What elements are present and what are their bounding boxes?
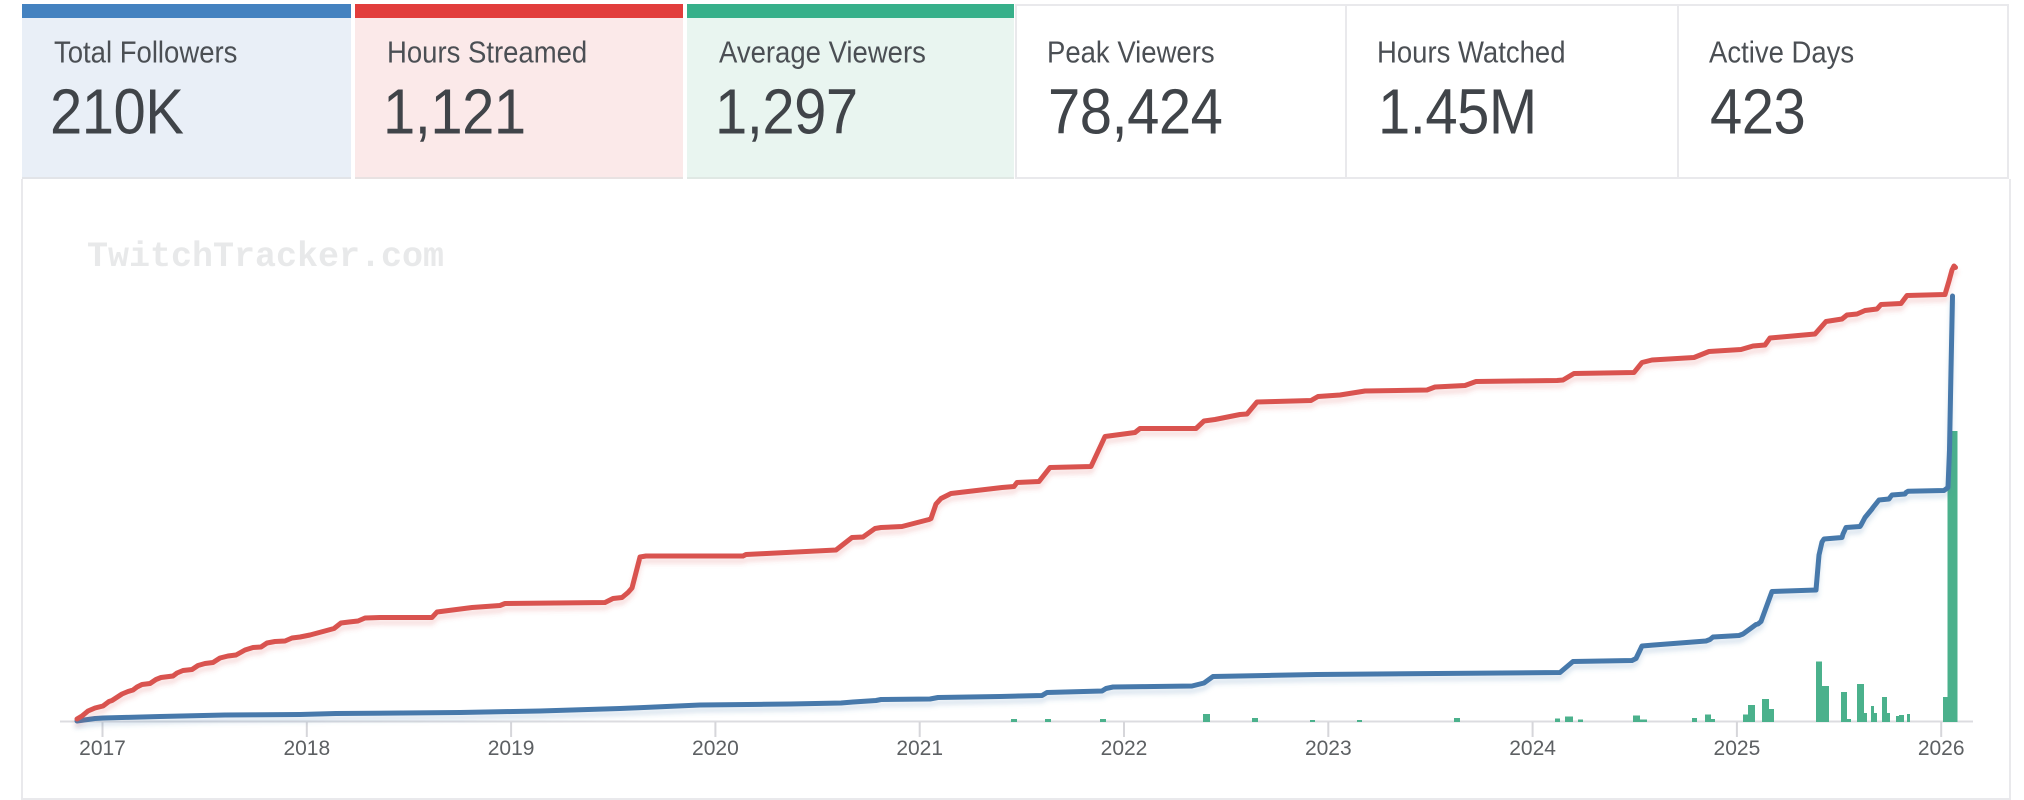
svg-text:2019: 2019 <box>488 737 535 760</box>
svg-text:2025: 2025 <box>1714 737 1761 760</box>
svg-text:2022: 2022 <box>1101 737 1148 760</box>
svg-text:2021: 2021 <box>896 737 943 760</box>
svg-text:2018: 2018 <box>283 737 330 760</box>
svg-text:2017: 2017 <box>79 737 126 760</box>
svg-text:2024: 2024 <box>1509 737 1556 760</box>
svg-text:2026: 2026 <box>1918 737 1965 760</box>
svg-text:2020: 2020 <box>692 737 739 760</box>
svg-text:2023: 2023 <box>1305 737 1352 760</box>
